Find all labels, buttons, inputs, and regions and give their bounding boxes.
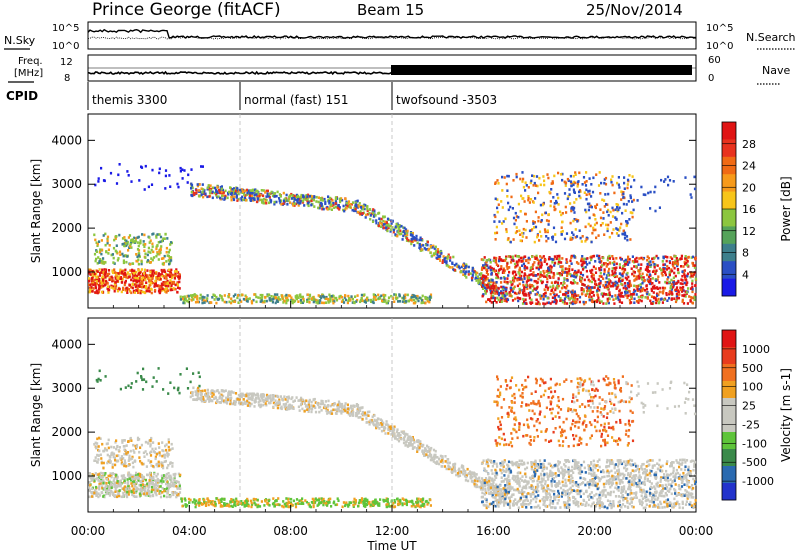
nave-tick-bottom: 0 <box>708 73 714 84</box>
cpid-segment-1: normal (fast) 151 <box>244 93 348 107</box>
colorbar-swatch <box>722 398 736 416</box>
freq-nave-panel: Freq. [MHz] 12 8 60 0 Nave <box>8 54 790 85</box>
beam-title: Beam 15 <box>357 1 424 19</box>
colorbar-swatch <box>722 449 736 467</box>
nsearch-trace <box>87 36 697 40</box>
y-ticks: 1000 2000 3000 4000 <box>51 133 696 279</box>
nsky-label: N.Sky <box>4 34 36 47</box>
colorbar-swatch <box>722 226 736 245</box>
noise-tick-bottom-right: 10^0 <box>706 41 733 52</box>
noise-tick-top-left: 10^5 <box>52 23 79 34</box>
colorbar-label: Velocity [m s-1] <box>779 368 793 462</box>
colorbar-tick-label: 4 <box>742 268 749 281</box>
cpid-row: CPID themis 3300 normal (fast) 151 twofsou… <box>6 82 497 110</box>
colorbar-tick-label: -1000 <box>742 475 774 488</box>
colorbar-label: Power [dB] <box>779 176 793 241</box>
echo-cells <box>88 163 698 306</box>
echo-cells <box>88 367 697 510</box>
nave-label: Nave <box>762 64 790 77</box>
nsky-trace <box>87 28 697 39</box>
nave-tick-top: 60 <box>708 55 721 66</box>
colorbar-tick-label: 1000 <box>742 343 770 356</box>
colorbar-tick-label: 20 <box>742 181 756 194</box>
y-tick-label: 3000 <box>51 381 82 395</box>
y-tick-label: 2000 <box>51 221 82 235</box>
y-axis-label: Slant Range [km] <box>29 363 43 467</box>
colorbar-tick-label: -25 <box>742 418 760 431</box>
colorbar-swatch <box>722 278 736 297</box>
noise-panel: N.Sky 10^5 10^0 10^5 10^0 N.Search <box>4 21 796 52</box>
colorbar-tick-label: -500 <box>742 456 767 469</box>
colorbar-swatch <box>722 261 736 279</box>
colorbar-swatch <box>722 364 736 382</box>
colorbar-tick-label: 12 <box>742 225 756 238</box>
power-panel: 1000 2000 3000 4000 Slant Range [km] 4 8 12 16 20… <box>29 113 793 309</box>
colorbar-swatch <box>722 330 736 348</box>
y-tick-label: 4000 <box>51 133 82 147</box>
colorbar: 1000 500 100 25 -25 -100 -500 -1000 Velocity [m … <box>721 329 793 501</box>
x-axis-label: Time UT <box>366 539 417 553</box>
nave-dense-block <box>391 65 692 75</box>
colorbar-tick-label: 100 <box>742 381 763 394</box>
colorbar-tick-label: 16 <box>742 203 756 216</box>
noise-tick-bottom-left: 10^0 <box>52 41 79 52</box>
freq-label-1: Freq. <box>18 56 43 67</box>
colorbar-tick-label: 500 <box>742 362 763 375</box>
cpid-segment-2: twofsound -3503 <box>396 93 497 107</box>
y-tick-label: 3000 <box>51 177 82 191</box>
noise-tick-top-right: 10^5 <box>706 23 733 34</box>
y-tick-label: 1000 <box>51 265 82 279</box>
freq-label-2: [MHz] <box>14 68 43 79</box>
y-tick-label: 4000 <box>51 337 82 351</box>
y-tick-label: 2000 <box>51 425 82 439</box>
colorbar-swatch <box>722 191 736 210</box>
y-tick-label: 1000 <box>51 469 82 483</box>
freq-tick-top: 12 <box>60 57 73 68</box>
colorbar-swatch <box>722 174 736 192</box>
x-tick-label: 12:00 <box>375 524 410 538</box>
y-ticks: 1000 2000 3000 4000 <box>51 337 696 483</box>
colorbar: 4 8 12 16 20 24 28 Power [dB] <box>721 121 793 297</box>
station-title: Prince George (fitACF) <box>92 0 281 20</box>
colorbar-tick-label: 8 <box>742 247 749 260</box>
colorbar-swatch <box>722 122 736 140</box>
x-tick-label: 20:00 <box>577 524 612 538</box>
colorbar-swatch <box>722 415 736 433</box>
colorbar-tick-label: 28 <box>742 138 756 151</box>
x-tick-label: 16:00 <box>476 524 511 538</box>
colorbar-swatch <box>722 209 736 227</box>
x-tick-label: 04:00 <box>172 524 207 538</box>
nsearch-label: N.Search <box>746 31 796 44</box>
cpid-label: CPID <box>6 89 38 103</box>
colorbar-swatch <box>722 466 736 484</box>
colorbar-swatch <box>722 347 736 365</box>
date-title: 25/Nov/2014 <box>586 1 683 19</box>
colorbar-swatch <box>722 139 736 158</box>
x-tick-label: 00:00 <box>679 524 714 538</box>
colorbar-tick-label: -100 <box>742 437 767 450</box>
colorbar-tick-label: 25 <box>742 400 756 413</box>
x-tick-label: 00:00 <box>71 524 106 538</box>
freq-tick-bottom: 8 <box>64 73 70 84</box>
y-axis-label: Slant Range [km] <box>29 159 43 263</box>
freq-trace <box>87 70 393 76</box>
x-tick-label: 08:00 <box>273 524 308 538</box>
cpid-segment-0: themis 3300 <box>92 93 167 107</box>
colorbar-tick-label: 24 <box>742 160 756 173</box>
colorbar-swatch <box>722 483 736 501</box>
colorbar-swatch <box>722 381 736 399</box>
time-axis: 00:00 04:00 08:00 12:00 16:00 20:00 00:00 <box>71 301 714 538</box>
colorbar-swatch <box>722 432 736 450</box>
